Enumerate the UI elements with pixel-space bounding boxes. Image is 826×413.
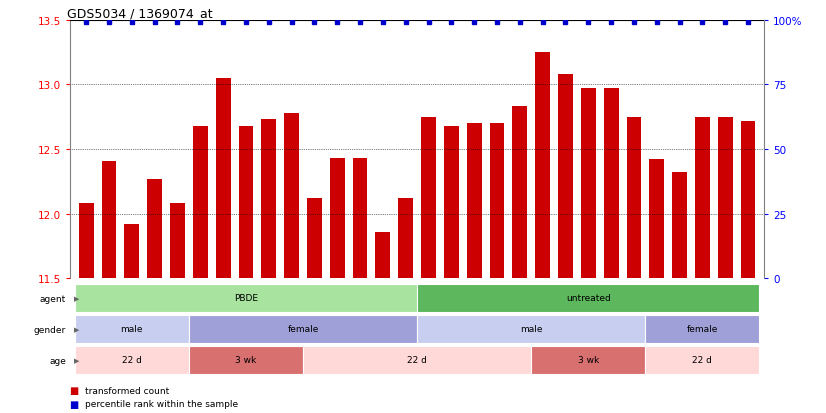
Text: ■: ■: [70, 385, 83, 395]
Text: ■: ■: [70, 399, 83, 409]
Bar: [718, 117, 733, 279]
Text: ▶: ▶: [74, 295, 79, 301]
Bar: [417, 316, 645, 343]
Bar: [672, 173, 687, 279]
Text: male: male: [520, 324, 543, 333]
Bar: [307, 199, 322, 279]
Bar: [649, 160, 664, 279]
Bar: [330, 159, 344, 279]
Text: PBDE: PBDE: [234, 293, 258, 302]
Bar: [261, 120, 276, 279]
Bar: [216, 79, 230, 279]
Bar: [376, 233, 391, 279]
Bar: [353, 159, 368, 279]
Bar: [189, 347, 303, 374]
Text: 22 d: 22 d: [692, 355, 712, 364]
Bar: [741, 121, 756, 279]
Bar: [239, 126, 254, 279]
Bar: [695, 117, 710, 279]
Bar: [102, 161, 116, 279]
Text: female: female: [287, 324, 319, 333]
Text: age: age: [50, 356, 66, 365]
Bar: [645, 316, 759, 343]
Text: percentile rank within the sample: percentile rank within the sample: [85, 399, 238, 408]
Bar: [490, 124, 505, 279]
Bar: [189, 316, 417, 343]
Text: 22 d: 22 d: [407, 355, 427, 364]
Bar: [627, 117, 641, 279]
Bar: [604, 89, 619, 279]
Text: gender: gender: [34, 325, 66, 334]
Text: female: female: [686, 324, 718, 333]
Bar: [417, 285, 759, 312]
Text: 3 wk: 3 wk: [235, 355, 257, 364]
Text: GDS5034 / 1369074_at: GDS5034 / 1369074_at: [67, 7, 212, 19]
Bar: [581, 89, 596, 279]
Bar: [193, 126, 207, 279]
Text: male: male: [121, 324, 143, 333]
Text: 22 d: 22 d: [122, 355, 142, 364]
Text: 3 wk: 3 wk: [577, 355, 599, 364]
Bar: [170, 204, 185, 279]
Bar: [645, 347, 759, 374]
Bar: [125, 225, 140, 279]
Bar: [75, 285, 417, 312]
Bar: [558, 75, 573, 279]
Bar: [467, 124, 482, 279]
Bar: [75, 316, 189, 343]
Text: ▶: ▶: [74, 357, 79, 363]
Bar: [421, 117, 436, 279]
Text: agent: agent: [40, 294, 66, 303]
Bar: [398, 199, 413, 279]
Bar: [444, 126, 458, 279]
Bar: [531, 347, 645, 374]
Text: untreated: untreated: [566, 293, 610, 302]
Bar: [78, 204, 93, 279]
Bar: [535, 53, 550, 279]
Bar: [303, 347, 531, 374]
Text: transformed count: transformed count: [85, 386, 169, 395]
Bar: [284, 114, 299, 279]
Bar: [512, 107, 527, 279]
Bar: [75, 347, 189, 374]
Bar: [147, 179, 162, 279]
Text: ▶: ▶: [74, 326, 79, 332]
